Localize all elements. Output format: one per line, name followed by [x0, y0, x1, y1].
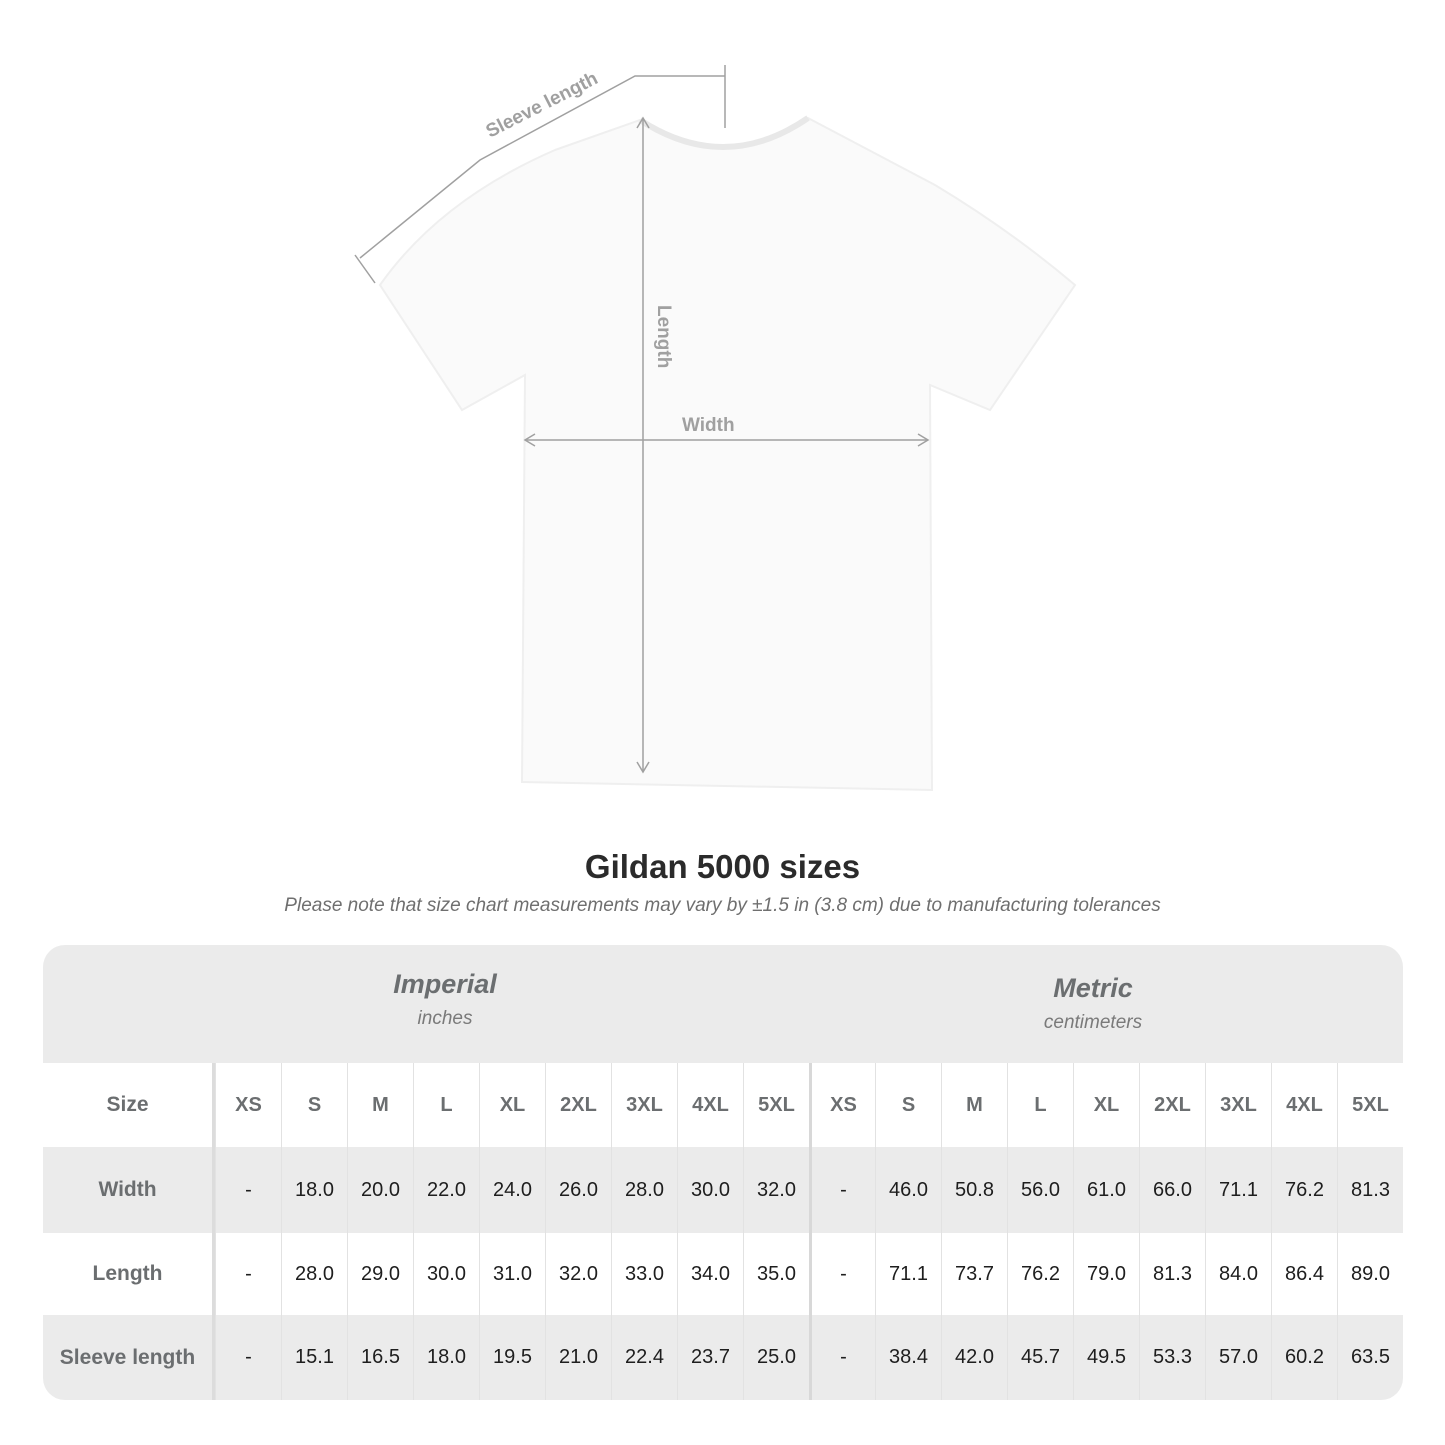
imperial-value-cell: - [215, 1233, 281, 1315]
metric-value-cell: 81.3 [1337, 1147, 1403, 1233]
imperial-value-cell: 15.1 [281, 1315, 347, 1400]
metric-value-cell: 49.5 [1073, 1315, 1139, 1400]
metric-value-cell: 61.0 [1073, 1147, 1139, 1233]
metric-value-cell: 89.0 [1337, 1233, 1403, 1315]
metric-value-cell: 56.0 [1007, 1147, 1073, 1233]
metric-header: Metric centimeters [863, 973, 1323, 1091]
tshirt-diagram: Sleeve length Length Width [354, 65, 1077, 792]
metric-value-cell: 71.1 [875, 1233, 941, 1315]
imperial-value-cell: 23.7 [677, 1315, 743, 1400]
metric-value-cell: 57.0 [1205, 1315, 1271, 1400]
metric-value-cell: 73.7 [941, 1233, 1007, 1315]
row-label: Length [43, 1233, 215, 1315]
tshirt-shape [378, 116, 1077, 792]
row-label: Width [43, 1147, 215, 1233]
imperial-value-cell: 18.0 [281, 1147, 347, 1233]
imperial-value-cell: 22.0 [413, 1147, 479, 1233]
imperial-value-cell: 18.0 [413, 1315, 479, 1400]
metric-value-cell: 60.2 [1271, 1315, 1337, 1400]
imperial-size-2xl: 2XL [545, 1063, 611, 1147]
length-measure-line [636, 116, 650, 774]
imperial-value-cell: 32.0 [743, 1147, 809, 1233]
metric-size-5xl: 5XL [1337, 1063, 1403, 1147]
imperial-value-cell: 20.0 [347, 1147, 413, 1233]
metric-size-2xl: 2XL [1139, 1063, 1205, 1147]
metric-size-xl: XL [1073, 1063, 1139, 1147]
metric-size-l: L [1007, 1063, 1073, 1147]
metric-value-cell: 76.2 [1007, 1233, 1073, 1315]
imperial-value-cell: 29.0 [347, 1233, 413, 1315]
size-table: Imperial inches Metric centimeters Size X… [43, 945, 1403, 1400]
imperial-header: Imperial inches [215, 969, 675, 1087]
imperial-value-cell: 25.0 [743, 1315, 809, 1400]
imperial-value-cell: 32.0 [545, 1233, 611, 1315]
metric-value-cell: 79.0 [1073, 1233, 1139, 1315]
imperial-size-s: S [281, 1063, 347, 1147]
metric-size-s: S [875, 1063, 941, 1147]
imperial-value-cell: 30.0 [413, 1233, 479, 1315]
metric-value-cell: 42.0 [941, 1315, 1007, 1400]
size-label: Size [43, 1063, 215, 1147]
metric-value-cell: 84.0 [1205, 1233, 1271, 1315]
metric-value-cell: - [809, 1233, 875, 1315]
row-label: Sleeve length [43, 1315, 215, 1400]
imperial-value-cell: - [215, 1315, 281, 1400]
imperial-value-cell: 16.5 [347, 1315, 413, 1400]
imperial-value-cell: - [215, 1147, 281, 1233]
imperial-size-5xl: 5XL [743, 1063, 809, 1147]
imperial-size-xs: XS [215, 1063, 281, 1147]
imperial-unit: inches [417, 1008, 473, 1029]
metric-size-m: M [941, 1063, 1007, 1147]
imperial-size-m: M [347, 1063, 413, 1147]
tolerance-note: Please note that size chart measurements… [284, 895, 1161, 916]
width-measure-line [523, 433, 930, 447]
imperial-value-cell: 24.0 [479, 1147, 545, 1233]
metric-size-4xl: 4XL [1271, 1063, 1337, 1147]
metric-value-cell: 71.1 [1205, 1147, 1271, 1233]
metric-value-cell: 63.5 [1337, 1315, 1403, 1400]
width-label: Width [682, 415, 735, 436]
imperial-title: Imperial [393, 969, 497, 999]
metric-value-cell: 46.0 [875, 1147, 941, 1233]
imperial-size-l: L [413, 1063, 479, 1147]
size-header-row: Size XS S M L XL 2XL 3XL 4XL 5XL XS S M L XL 2XL 3XL 4XL 5… [43, 1063, 1403, 1147]
imperial-value-cell: 35.0 [743, 1233, 809, 1315]
metric-value-cell: 81.3 [1139, 1233, 1205, 1315]
metric-unit: centimeters [1043, 1012, 1143, 1033]
chart-title: Gildan 5000 sizes [584, 848, 861, 885]
metric-value-cell: 53.3 [1139, 1315, 1205, 1400]
metric-title: Metric [1053, 973, 1133, 1003]
metric-value-cell: 38.4 [875, 1315, 941, 1400]
imperial-value-cell: 34.0 [677, 1233, 743, 1315]
metric-value-cell: 50.8 [941, 1147, 1007, 1233]
table-row-length: Length -28.0 29.0 30.0 31.0 32.0 33.0 34.0 35.0-… [43, 1233, 1403, 1315]
imperial-value-cell: 22.4 [611, 1315, 677, 1400]
sleeve-label: Sleeve length [483, 68, 602, 142]
metric-value-cell: 86.4 [1271, 1233, 1337, 1315]
imperial-value-cell: 21.0 [545, 1315, 611, 1400]
table-row-width: Width -18.0 20.0 22.0 24.0 26.0 28.0 30.0 32.0-4… [43, 1147, 1403, 1233]
metric-size-xs: XS [809, 1063, 875, 1147]
imperial-value-cell: 19.5 [479, 1315, 545, 1400]
imperial-value-cell: 33.0 [611, 1233, 677, 1315]
imperial-size-xl: XL [479, 1063, 545, 1147]
table-row-sleeve-length: Sleeve length -15.1 16.5 18.0 19.5 21.0 22.4 23… [43, 1315, 1403, 1400]
metric-value-cell: 45.7 [1007, 1315, 1073, 1400]
metric-value-cell: 76.2 [1271, 1147, 1337, 1233]
metric-value-cell: - [809, 1147, 875, 1233]
sleeve-measure-line [354, 65, 726, 284]
imperial-size-3xl: 3XL [611, 1063, 677, 1147]
imperial-value-cell: 26.0 [545, 1147, 611, 1233]
metric-value-cell: 66.0 [1139, 1147, 1205, 1233]
imperial-value-cell: 31.0 [479, 1233, 545, 1315]
imperial-value-cell: 28.0 [281, 1233, 347, 1315]
imperial-size-4xl: 4XL [677, 1063, 743, 1147]
length-label: Length [653, 305, 674, 368]
imperial-value-cell: 28.0 [611, 1147, 677, 1233]
metric-size-3xl: 3XL [1205, 1063, 1271, 1147]
metric-value-cell: - [809, 1315, 875, 1400]
imperial-value-cell: 30.0 [677, 1147, 743, 1233]
